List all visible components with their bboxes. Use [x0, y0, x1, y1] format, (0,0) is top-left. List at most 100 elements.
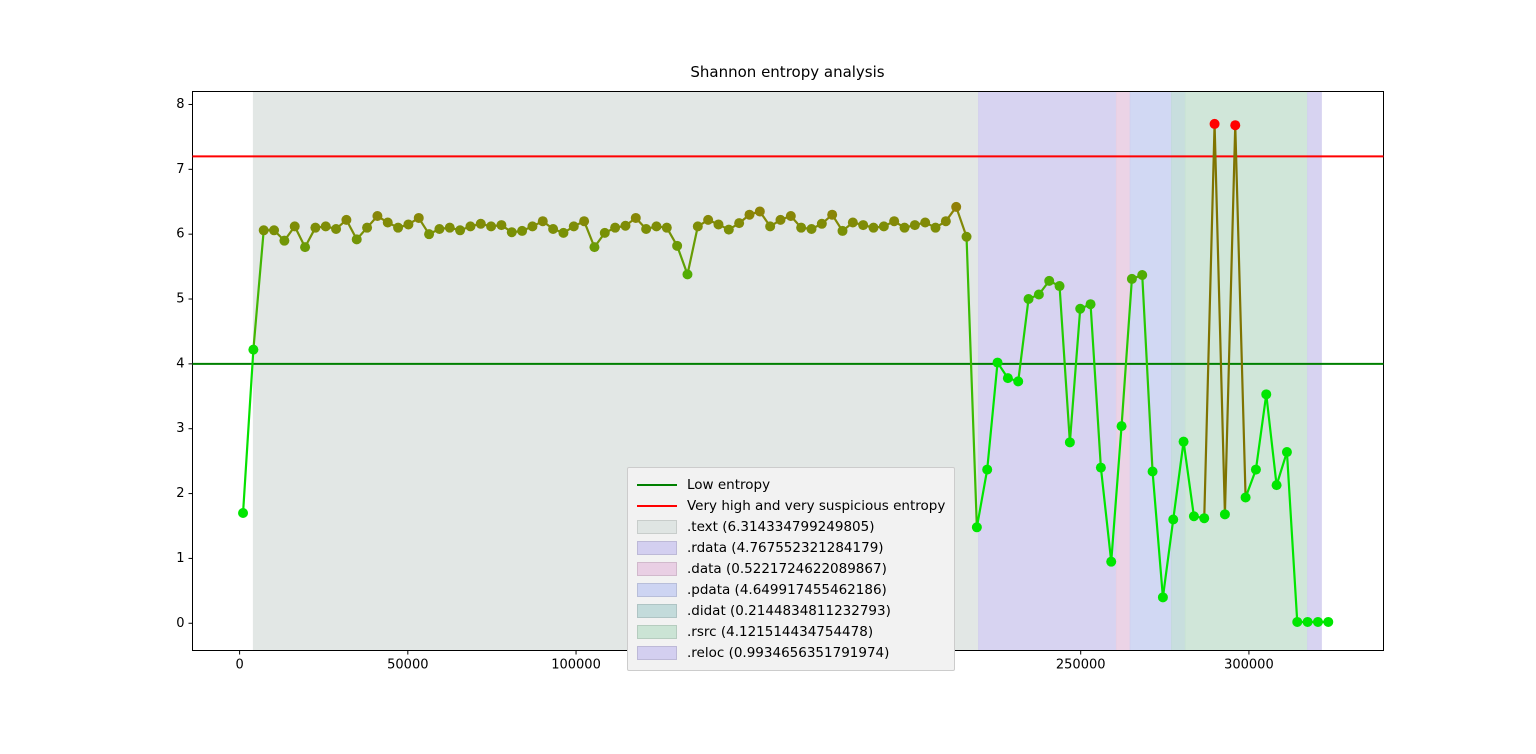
- series-point: [703, 214, 714, 225]
- series-segment: [955, 205, 968, 238]
- y-tick-label: 3: [176, 421, 184, 436]
- series-point: [641, 223, 652, 234]
- series-segment: [252, 229, 265, 351]
- series-point: [1095, 462, 1106, 473]
- series-segment: [1275, 450, 1289, 487]
- series-point: [1188, 511, 1199, 522]
- y-tick-label: 1: [176, 551, 184, 566]
- legend-color-swatch: [637, 603, 677, 618]
- series-point: [599, 227, 610, 238]
- series-point: [1250, 464, 1261, 475]
- legend-label: .didat (0.2144834811232793): [687, 602, 891, 619]
- series-point: [393, 222, 404, 233]
- series-point: [961, 231, 972, 242]
- series-point: [796, 222, 807, 233]
- x-tick-label: 100000: [551, 657, 601, 672]
- series-point: [868, 222, 879, 233]
- series-point: [444, 222, 455, 233]
- series-point: [785, 211, 796, 222]
- legend-item: .text (6.314334799249805): [637, 516, 945, 537]
- series-point: [909, 220, 920, 231]
- series-point: [920, 217, 931, 228]
- series-point: [465, 221, 476, 232]
- legend-item: .rdata (4.767552321284179): [637, 537, 945, 558]
- series-point: [672, 240, 683, 251]
- legend-item: Very high and very suspicious entropy: [637, 495, 945, 516]
- series-point: [434, 223, 445, 234]
- series-point: [1137, 270, 1148, 281]
- series-point: [548, 223, 559, 234]
- series-point: [527, 221, 538, 232]
- series-point: [1157, 592, 1168, 603]
- series-point: [816, 218, 827, 229]
- series-segment: [1203, 122, 1216, 520]
- series-point: [651, 221, 662, 232]
- series-point: [568, 221, 579, 232]
- series-segment: [1099, 466, 1113, 563]
- legend-label: .data (0.5221724622089867): [687, 560, 887, 577]
- series-point: [496, 220, 507, 231]
- series-segment: [1089, 303, 1102, 469]
- entropy-markers: [238, 118, 1334, 627]
- legend-item: .pdata (4.649917455462186): [637, 579, 945, 600]
- series-point: [1054, 281, 1065, 292]
- series-point: [413, 212, 424, 223]
- section-band-rdata: [978, 91, 1117, 651]
- x-tick-label: 250000: [1056, 657, 1106, 672]
- series-point: [320, 221, 331, 232]
- series-point: [1178, 436, 1189, 447]
- series-point: [1033, 289, 1044, 300]
- series-segment: [1172, 440, 1185, 521]
- series-segment: [1223, 124, 1237, 516]
- series-point: [258, 225, 269, 236]
- series-point: [1116, 421, 1127, 432]
- series-segment: [1161, 518, 1175, 599]
- series-point: [341, 214, 352, 225]
- series-point: [537, 216, 548, 227]
- series-segment: [1265, 393, 1278, 487]
- series-point: [455, 225, 466, 236]
- series-point: [486, 221, 497, 232]
- series-point: [1013, 376, 1024, 387]
- series-point: [930, 222, 941, 233]
- legend-color-swatch: [637, 582, 677, 597]
- series-segment: [1254, 393, 1268, 471]
- y-tick-label: 0: [176, 616, 184, 631]
- chart-legend: Low entropy Very high and very suspicious…: [627, 467, 956, 671]
- series-point: [1312, 616, 1323, 627]
- series-point: [1281, 447, 1292, 458]
- series-segment: [975, 468, 989, 529]
- series-point: [475, 218, 486, 229]
- legend-label: .reloc (0.9934656351791974): [687, 644, 890, 661]
- legend-line-swatch: [637, 483, 677, 486]
- series-point: [1002, 373, 1013, 384]
- threshold-lines: [192, 155, 1384, 365]
- legend-color-swatch: [637, 540, 677, 555]
- series-point: [1168, 514, 1179, 525]
- legend-item: .didat (0.2144834811232793): [637, 600, 945, 621]
- series-point: [1219, 509, 1230, 520]
- section-band-pdata: [1129, 91, 1173, 651]
- series-point: [1323, 616, 1334, 627]
- series-point: [289, 221, 300, 232]
- series-point: [382, 217, 393, 228]
- series-point: [806, 223, 817, 234]
- series-point: [889, 216, 900, 227]
- series-point: [1261, 389, 1272, 400]
- series-segment: [676, 244, 689, 276]
- series-point: [713, 219, 724, 230]
- series-point: [1240, 492, 1251, 503]
- series-point: [351, 234, 362, 245]
- series-point: [992, 357, 1003, 368]
- series-point: [682, 269, 693, 280]
- series-point: [1064, 437, 1075, 448]
- legend-color-swatch: [637, 519, 677, 534]
- series-point: [300, 242, 311, 253]
- series-point: [723, 224, 734, 235]
- series-segment: [241, 348, 255, 515]
- series-point: [610, 222, 621, 233]
- series-segment: [1285, 450, 1299, 624]
- series-segment: [1058, 284, 1071, 444]
- series-point: [331, 223, 342, 234]
- series-segment: [1182, 440, 1196, 518]
